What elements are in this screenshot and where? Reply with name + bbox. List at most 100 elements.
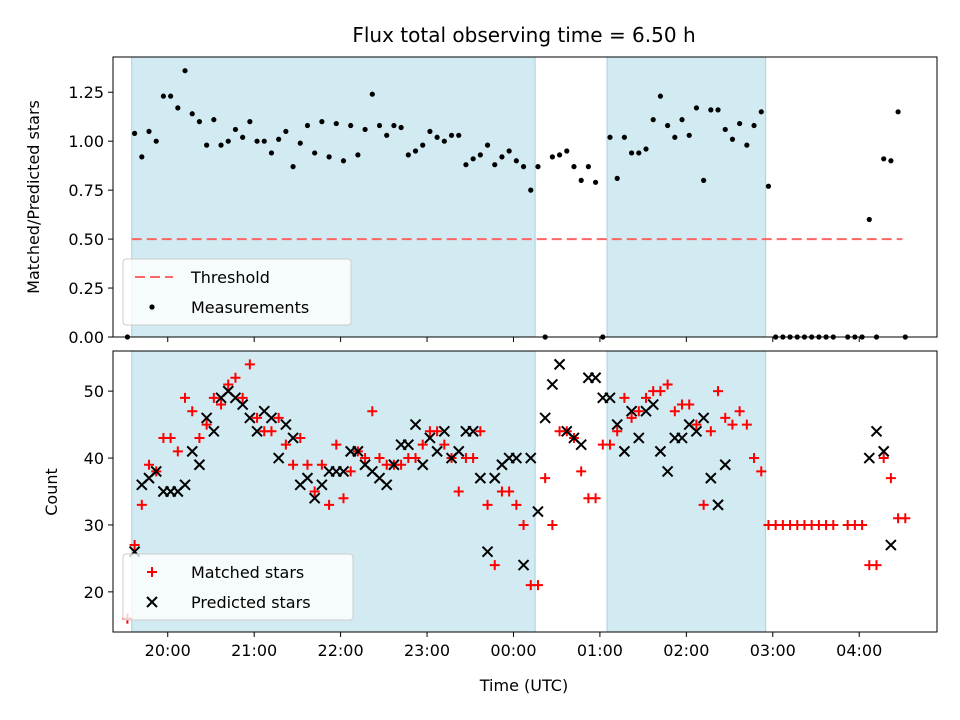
y-tick-label: 0.00 — [68, 328, 104, 347]
x-tick-label: 21:00 — [231, 641, 277, 660]
matched-star-point — [216, 399, 227, 410]
predicted-star-point — [611, 418, 623, 431]
top-y-axis-label: Matched/Predicted stars — [24, 100, 43, 294]
matched-star-point — [518, 519, 529, 530]
matched-star-point — [338, 493, 349, 504]
predicted-star-point — [539, 412, 551, 424]
predicted-star-point — [150, 465, 162, 478]
matched-star-point — [172, 446, 183, 457]
matched-star-point — [187, 406, 198, 417]
matched-star-point — [223, 379, 234, 390]
measurement-point — [650, 117, 656, 123]
matched-star-point — [165, 432, 176, 443]
matched-star-point — [684, 399, 695, 410]
matched-star-point — [331, 439, 342, 450]
x-tick-label: 22:00 — [318, 641, 364, 660]
x-tick-label: 04:00 — [836, 641, 882, 660]
measurement-point — [132, 130, 138, 136]
measurement-point — [578, 177, 584, 183]
matched-star-point — [662, 379, 673, 390]
matched-star-point — [857, 519, 868, 530]
measurement-point — [744, 142, 750, 148]
measurement-point — [693, 105, 700, 111]
matched-star-point — [547, 519, 558, 530]
measurement-point — [715, 107, 721, 113]
predicted-star-point — [705, 472, 717, 484]
predicted-star-point — [301, 472, 314, 484]
matched-star-point — [741, 419, 752, 430]
measurement-point — [708, 107, 714, 113]
matched-star-point — [252, 412, 263, 423]
predicted-star-point — [200, 412, 213, 424]
legend-label: Predicted stars — [191, 593, 311, 612]
measurement-point — [348, 122, 354, 129]
measurement-point — [729, 136, 736, 142]
y-tick-label: 1.00 — [68, 132, 104, 151]
predicted-star-point — [517, 559, 530, 571]
predicted-star-point — [244, 412, 256, 424]
measurement-point — [665, 122, 671, 129]
predicted-star-point — [647, 398, 659, 411]
matched-star-point — [316, 459, 327, 470]
predicted-star-point — [424, 432, 436, 444]
predicted-star-point — [676, 432, 688, 444]
matched-star-point — [288, 459, 299, 470]
matched-star-point — [576, 466, 587, 477]
measurement-point — [520, 164, 527, 170]
measurement-point — [412, 148, 419, 154]
measurement-point — [189, 111, 195, 117]
measurement-point — [506, 148, 512, 154]
y-tick-label: 20 — [84, 583, 104, 602]
measurement-point — [866, 216, 872, 223]
matched-star-point — [367, 406, 378, 417]
matched-star-point — [489, 560, 500, 571]
matched-star-point — [511, 499, 522, 510]
measurement-point — [182, 68, 188, 74]
measurement-point — [232, 126, 239, 133]
matched-star-point — [504, 486, 515, 497]
matched-star-point — [655, 386, 666, 397]
predicted-star-point — [316, 479, 328, 491]
matched-star-point — [129, 540, 140, 551]
predicted-star-point — [690, 425, 703, 437]
top-panel: 0.00 0.25 0.50 0.75 1.00 1.25 Threshold Measure… — [68, 56, 938, 347]
y-tick-label: 30 — [84, 516, 104, 535]
measurement-point — [355, 152, 361, 158]
matched-star-point — [749, 453, 760, 464]
matched-star-point — [273, 412, 284, 423]
measurement-point — [312, 150, 318, 156]
measurement-point — [333, 120, 339, 127]
measurement-point — [585, 164, 591, 170]
measurement-point — [571, 164, 577, 170]
measurement-point — [420, 142, 426, 148]
bottom-y-axis-label: Count — [42, 468, 61, 516]
matched-star-point — [612, 426, 623, 437]
matched-star-point — [900, 513, 911, 524]
predicted-star-point — [510, 452, 523, 464]
matched-star-point — [396, 459, 407, 470]
matched-star-point — [756, 466, 767, 477]
matched-star-point — [144, 459, 155, 470]
measurement-point — [722, 126, 728, 133]
predicted-star-point — [661, 465, 674, 478]
measurement-point — [607, 134, 613, 140]
legend-box — [122, 258, 352, 326]
measurement-point — [614, 175, 620, 181]
matched-star-point — [432, 426, 443, 437]
predicted-star-point — [251, 425, 263, 437]
y-tick-label: 0.50 — [68, 230, 104, 249]
predicted-star-point — [417, 459, 429, 471]
matched-star-point — [295, 432, 306, 443]
x-axis-label: Time (UTC) — [479, 676, 568, 695]
observing-interval-band — [607, 351, 766, 632]
measurement-point — [484, 142, 491, 148]
matched-star-point — [230, 372, 241, 383]
matched-star-point — [194, 432, 205, 443]
matched-star-point — [360, 453, 371, 464]
measurement-point — [513, 158, 519, 164]
matched-star-point — [698, 499, 709, 510]
matched-star-point — [475, 426, 486, 437]
measurement-point — [297, 140, 303, 146]
matched-star-point — [705, 426, 716, 437]
measurement-point — [283, 128, 289, 135]
